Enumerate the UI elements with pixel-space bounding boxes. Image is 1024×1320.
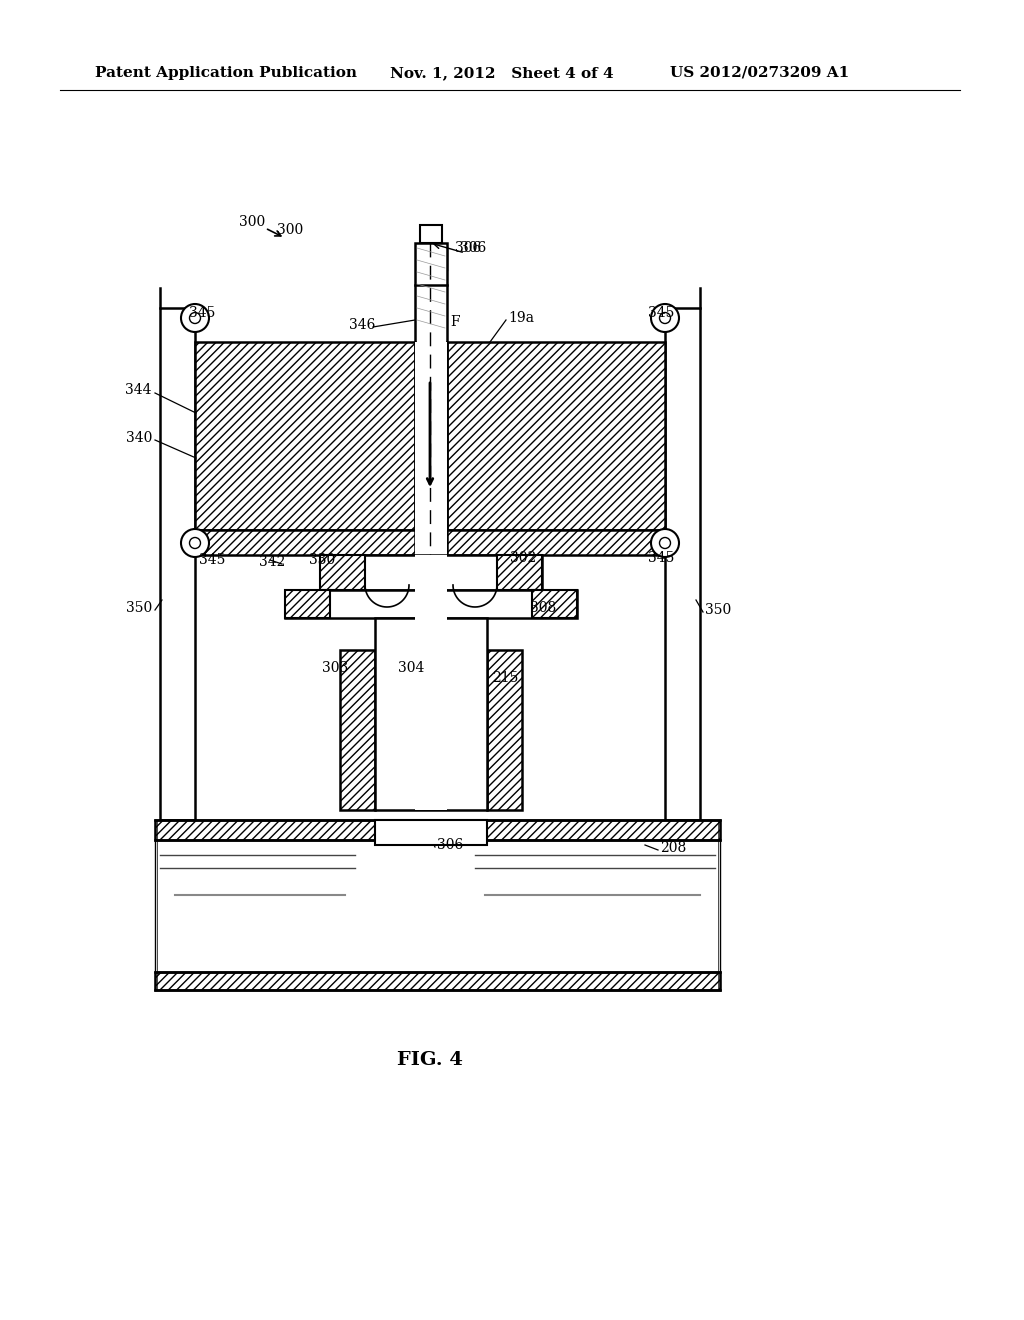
Text: Nov. 1, 2012   Sheet 4 of 4: Nov. 1, 2012 Sheet 4 of 4	[390, 66, 613, 81]
Text: 306: 306	[460, 242, 486, 255]
Bar	[319, 554, 542, 590]
Bar	[285, 590, 577, 618]
Text: 345: 345	[648, 550, 675, 565]
Circle shape	[181, 304, 209, 333]
Bar	[319, 554, 365, 590]
Text: 215: 215	[492, 671, 518, 685]
Circle shape	[189, 537, 201, 549]
Bar	[487, 649, 522, 810]
Text: Patent Application Publication: Patent Application Publication	[95, 66, 357, 81]
Bar	[415, 531, 447, 554]
Bar	[497, 554, 542, 590]
Bar	[415, 243, 447, 285]
Text: 306: 306	[437, 838, 463, 851]
Text: 304: 304	[398, 661, 424, 675]
Bar	[665, 308, 700, 820]
Text: 345: 345	[648, 306, 675, 319]
Circle shape	[651, 304, 679, 333]
Bar	[415, 342, 447, 531]
Bar	[195, 531, 665, 554]
Text: 340: 340	[126, 432, 152, 445]
Circle shape	[659, 537, 671, 549]
Bar	[415, 554, 447, 618]
Bar	[447, 342, 665, 531]
Text: 300: 300	[239, 215, 265, 228]
Text: 306: 306	[455, 242, 481, 255]
Bar	[195, 342, 415, 531]
Text: 344: 344	[126, 383, 152, 397]
Text: 208: 208	[660, 841, 686, 855]
Bar	[285, 590, 330, 618]
Text: 19a: 19a	[508, 312, 534, 325]
Bar	[375, 618, 487, 810]
Bar	[420, 224, 442, 243]
Bar	[155, 820, 720, 840]
Text: 302: 302	[510, 550, 537, 565]
Bar	[340, 649, 375, 810]
Circle shape	[659, 313, 671, 323]
Text: 345: 345	[188, 306, 215, 319]
Text: US 2012/0273209 A1: US 2012/0273209 A1	[670, 66, 849, 81]
Text: 345: 345	[199, 553, 225, 568]
Bar	[415, 618, 447, 810]
Text: 350: 350	[705, 603, 731, 616]
Text: 350: 350	[126, 601, 152, 615]
Bar	[375, 820, 487, 845]
Text: 303: 303	[322, 661, 348, 675]
Text: F: F	[450, 315, 460, 329]
Text: 342: 342	[259, 554, 285, 569]
Text: 308: 308	[530, 601, 556, 615]
Text: 330: 330	[309, 553, 335, 568]
Circle shape	[189, 313, 201, 323]
Text: FIG. 4: FIG. 4	[397, 1051, 463, 1069]
Bar	[160, 308, 195, 820]
Text: 300: 300	[276, 223, 303, 238]
Bar	[532, 590, 577, 618]
Text: 346: 346	[348, 318, 375, 333]
Bar	[155, 972, 720, 990]
Circle shape	[651, 529, 679, 557]
Circle shape	[181, 529, 209, 557]
